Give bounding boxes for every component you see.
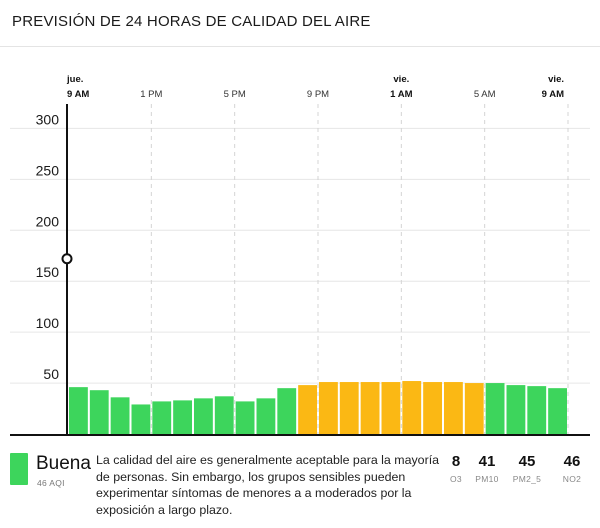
forecast-bar-3 <box>131 404 151 434</box>
forecast-bar-12 <box>319 382 338 434</box>
y-tick-label: 250 <box>36 162 60 178</box>
x-tick-time-label: 5 PM <box>224 89 246 100</box>
pollutant-value: 8 <box>451 453 461 470</box>
forecast-bar-22 <box>527 386 547 434</box>
forecast-bar-23 <box>548 388 567 434</box>
forecast-bar-19 <box>464 383 484 434</box>
forecast-bar-4 <box>152 401 172 434</box>
forecast-bar-10 <box>277 388 297 434</box>
pollutant-value: 41 <box>478 453 496 470</box>
forecast-bar-20 <box>485 383 505 434</box>
legend: Buena 46 AQI La calidad del aire es gene… <box>0 444 600 528</box>
pollutant-pm10: 41 PM10 <box>467 453 507 484</box>
pollutant-name: NO2 <box>562 474 582 484</box>
forecast-bar-14 <box>360 382 380 434</box>
pollutant-name: PM2_5 <box>512 474 542 484</box>
y-tick-label: 300 <box>36 111 60 127</box>
aqi-value: 46 AQI <box>37 478 65 488</box>
forecast-bar-9 <box>256 398 276 434</box>
forecast-bar-1 <box>89 390 109 434</box>
y-tick-label: 50 <box>43 366 59 382</box>
pollutant-o3: 8 O3 <box>436 453 476 484</box>
forecast-bar-5 <box>173 400 192 434</box>
header: PREVISIÓN DE 24 HORAS DE CALIDAD DEL AIR… <box>0 0 600 47</box>
pollutant-pm25: 45 PM2_5 <box>507 453 547 484</box>
forecast-bar-16 <box>402 381 422 434</box>
forecast-bar-6 <box>194 398 213 434</box>
level-color-swatch <box>10 453 28 485</box>
forecast-bar-2 <box>110 397 130 434</box>
forecast-bar-17 <box>423 382 442 434</box>
current-time-marker <box>61 253 73 265</box>
pollutant-name: O3 <box>450 474 462 484</box>
x-tick-day-label: jue. <box>66 74 83 85</box>
x-tick-time-label: 5 AM <box>474 89 496 100</box>
x-tick-day-label: vie. <box>393 74 409 85</box>
x-tick-day-label: vie. <box>548 74 564 85</box>
forecast-bar-13 <box>339 382 359 434</box>
pollutant-no2: 46 NO2 <box>552 453 592 484</box>
x-tick-time-label: 1 PM <box>140 89 162 100</box>
air-quality-description: La calidad del aire es generalmente acep… <box>96 453 440 517</box>
page-title: PREVISIÓN DE 24 HORAS DE CALIDAD DEL AIR… <box>12 13 371 30</box>
y-tick-label: 100 <box>36 315 60 331</box>
pollutant-value: 45 <box>518 453 536 470</box>
forecast-bar-15 <box>381 382 401 434</box>
x-tick-time-label: 9 PM <box>307 89 329 100</box>
aqi-forecast-chart[interactable]: 50 100 150 200 250 300 jue. 9 AM 1 PM 5 PM 9 PM vie… <box>0 46 600 444</box>
y-tick-label: 200 <box>36 213 60 229</box>
forecast-bar-8 <box>235 401 255 434</box>
forecast-bar-18 <box>444 382 463 434</box>
x-tick-time-label: 9 AM <box>67 89 89 100</box>
x-tick-time-label: 1 AM <box>390 89 412 100</box>
pollutant-name: PM10 <box>475 474 499 484</box>
pollutant-value: 46 <box>563 453 581 470</box>
forecast-bar-7 <box>214 396 234 434</box>
forecast-bar-0 <box>69 387 88 434</box>
forecast-bar-11 <box>298 385 317 434</box>
forecast-bar-21 <box>506 385 526 434</box>
x-tick-time-label: 9 AM <box>542 89 564 100</box>
air-quality-level: Buena <box>36 453 91 474</box>
y-tick-label: 150 <box>36 264 60 280</box>
